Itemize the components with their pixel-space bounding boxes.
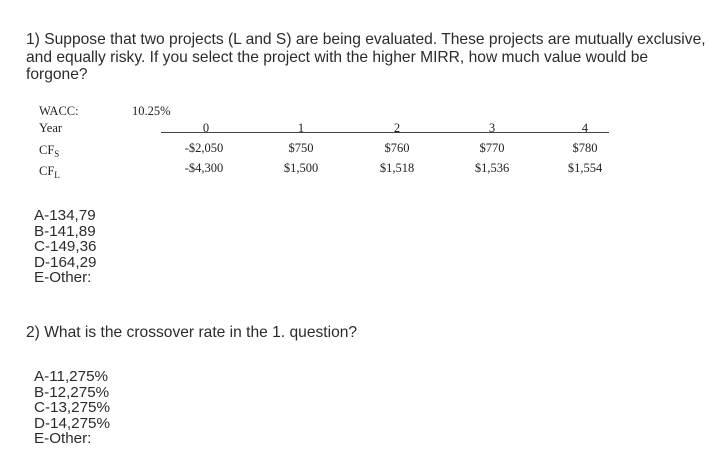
year-2: 2 (393, 121, 401, 135)
wacc-value: 10.25% (132, 104, 171, 118)
cfl-year-1: $1,500 (283, 161, 319, 175)
year-1: 1 (297, 121, 305, 135)
question-2-text: 2) What is the crossover rate in the 1. … (26, 324, 358, 341)
cfs-year-4: $780 (572, 141, 598, 155)
question-1-options: A-134,79 B-141,89 C-149,36 D-164,29 E-Ot… (34, 208, 96, 286)
option-b: B-12,275% (34, 383, 110, 401)
year-label: Year (39, 121, 63, 135)
option-c: C-149,36 (34, 238, 97, 255)
year-3: 3 (488, 121, 496, 135)
option-a: A-11,275% (34, 368, 109, 385)
option-a: A-134,79 (34, 207, 96, 224)
year-0: 0 (202, 121, 210, 135)
option-e: E-Other: (34, 269, 92, 286)
cfs-year-0: -$2,050 (184, 141, 224, 155)
cash-flow-table: WACC: 10.25% Year 0 1 2 3 4 CFS -$2,050 … (39, 104, 619, 184)
table-rule (161, 132, 609, 133)
option-d: D-164,29 (34, 253, 97, 271)
year-4: 4 (581, 121, 589, 135)
option-d: D-14,275% (34, 414, 110, 432)
cfs-year-1: $750 (288, 141, 314, 155)
question-1-text: 1) Suppose that two projects (L and S) a… (26, 31, 706, 83)
cfs-year-2: $760 (384, 141, 410, 155)
cfl-year-4: $1,554 (567, 161, 603, 175)
option-c: C-13,275% (34, 399, 110, 416)
cfs-label: CFS (39, 143, 60, 159)
wacc-label: WACC: (39, 104, 79, 118)
option-e: E-Other: (34, 430, 92, 447)
cfl-year-3: $1,536 (474, 161, 510, 175)
question-2-options: A-11,275% B-12,275% C-13,275% D-14,275% … (34, 369, 110, 447)
cfs-year-3: $770 (479, 141, 505, 155)
cfl-label: CFL (39, 164, 60, 180)
option-b: B-141,89 (34, 222, 96, 240)
cfl-year-2: $1,518 (379, 161, 415, 175)
cfl-year-0: -$4,300 (184, 161, 224, 175)
